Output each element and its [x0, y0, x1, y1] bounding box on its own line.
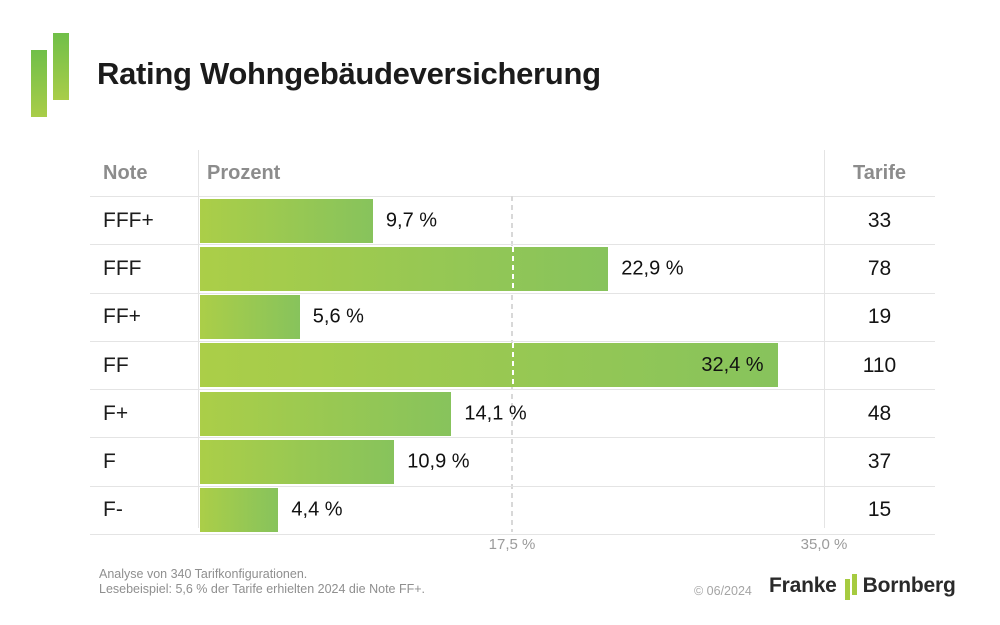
percent-label: 9,7 %: [385, 209, 438, 232]
percent-label: 22,9 %: [621, 257, 684, 280]
footnote-line-1: Analyse von 340 Tarifkonfigurationen.: [99, 567, 308, 581]
bar-cell: 32,4 %: [198, 342, 824, 389]
note-label: FFF: [103, 256, 142, 280]
gridline-over-bar: [512, 343, 514, 388]
percent-label: 14,1 %: [464, 402, 527, 425]
brand-name-franke: Franke: [769, 574, 837, 597]
column-header-note: Note: [103, 161, 148, 184]
note-label: F: [103, 450, 116, 474]
gridline-over-bar: [512, 246, 514, 291]
x-axis-tick-35-0: 35,0 %: [800, 536, 848, 553]
brand-name-bornberg: Bornberg: [862, 574, 956, 597]
percent-label: 5,6 %: [312, 305, 364, 328]
percent-label: 4,4 %: [291, 498, 343, 521]
table-row: FFF+ 9,7 % 33: [90, 197, 935, 246]
column-divider-note-prozent: [198, 150, 199, 528]
tarife-value: 15: [867, 498, 892, 522]
bar-cell: 14,1 %: [198, 390, 824, 437]
tarife-value: 33: [867, 208, 892, 232]
bar-cell: 9,7 %: [198, 197, 824, 244]
column-header-tarife: Tarife: [853, 161, 906, 184]
rating-table: Note Prozent Tarife FFF+ 9,7 % 33 FFF 22…: [90, 150, 935, 553]
note-label: FF+: [103, 305, 141, 329]
note-label: FF: [103, 353, 129, 377]
percent-label: 32,4 %: [701, 353, 764, 376]
rating-bar: 32,4 %: [200, 343, 778, 388]
analysis-footnote: Analyse von 340 Tarifkonfigurationen. Le…: [99, 567, 425, 597]
rating-bar: [200, 439, 395, 484]
tarife-value: 19: [867, 305, 892, 329]
column-divider-prozent-tarife: [824, 150, 825, 528]
bar-cell: 5,6 %: [198, 294, 824, 341]
note-label: FFF+: [103, 208, 154, 232]
table-row: FF+ 5,6 % 19: [90, 294, 935, 342]
x-axis-tick-17-5: 17,5 %: [488, 536, 536, 553]
column-header-prozent: Prozent: [207, 161, 281, 184]
rating-bar: [200, 246, 609, 291]
rating-bar: [200, 488, 279, 533]
footnote-line-2: Lesebeispiel: 5,6 % der Tarife erhielten…: [99, 582, 426, 596]
table-body: FFF+ 9,7 % 33 FFF 22,9 % 78 FF+ 5,6 % 19: [90, 197, 935, 536]
percent-label: 10,9 %: [407, 450, 470, 473]
table-row: F 10,9 % 37: [90, 438, 935, 487]
franke-bornberg-wordmark: Franke Bornberg: [769, 571, 956, 601]
tarife-value: 48: [867, 401, 892, 425]
table-row: FF 32,4 % 110: [90, 342, 935, 391]
table-row: F+ 14,1 % 48: [90, 390, 935, 439]
logo-bar-icon: [31, 50, 47, 117]
table-row: F- 4,4 % 15: [90, 487, 935, 536]
table-row: FFF 22,9 % 78: [90, 245, 935, 294]
rating-bar: [200, 198, 373, 243]
tarife-value: 78: [867, 256, 892, 280]
table-header-row: Note Prozent Tarife: [90, 150, 935, 197]
logo-bar-icon: [844, 579, 850, 600]
note-label: F+: [103, 401, 129, 425]
tarife-value: 37: [867, 450, 892, 474]
franke-bornberg-logo-mark: [31, 33, 71, 117]
note-label: F-: [103, 498, 123, 522]
rating-bar: [200, 391, 452, 436]
copyright-date: © 06/2024: [694, 584, 752, 598]
page-title: Rating Wohngebäudeversicherung: [97, 56, 601, 91]
brand-logo-icon: [844, 572, 857, 600]
logo-bar-icon: [53, 33, 69, 100]
logo-bar-icon: [851, 574, 857, 595]
rating-bar: [200, 295, 300, 340]
bar-cell: 4,4 %: [198, 487, 824, 534]
bar-cell: 10,9 %: [198, 438, 824, 485]
bar-cell: 22,9 %: [198, 245, 824, 292]
tarife-value: 110: [862, 353, 897, 377]
